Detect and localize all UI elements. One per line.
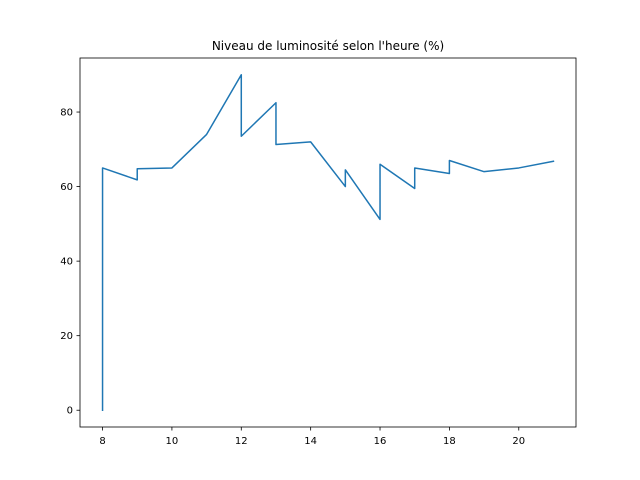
x-tick-label: 12 bbox=[235, 436, 248, 447]
x-tick-label: 18 bbox=[443, 436, 456, 447]
x-tick-label: 10 bbox=[166, 436, 179, 447]
y-tick-label: 80 bbox=[60, 108, 73, 119]
chart-title: Niveau de luminosité selon l'heure (%) bbox=[212, 39, 444, 53]
y-tick-label: 0 bbox=[67, 406, 73, 417]
y-tick-label: 40 bbox=[60, 257, 73, 268]
y-tick-label: 20 bbox=[60, 331, 73, 342]
x-tick-label: 16 bbox=[374, 436, 387, 447]
plot-frame bbox=[79, 57, 577, 428]
series-line-0 bbox=[101, 74, 555, 411]
x-tick-label: 8 bbox=[99, 436, 105, 447]
series-layer bbox=[101, 74, 555, 411]
x-tick-label: 14 bbox=[304, 436, 317, 447]
axes-layer: 8 10 12 14 16 18 20 0 20 40 60 80 bbox=[60, 57, 577, 447]
y-tick-label: 60 bbox=[60, 182, 73, 193]
x-tick-label: 20 bbox=[512, 436, 525, 447]
